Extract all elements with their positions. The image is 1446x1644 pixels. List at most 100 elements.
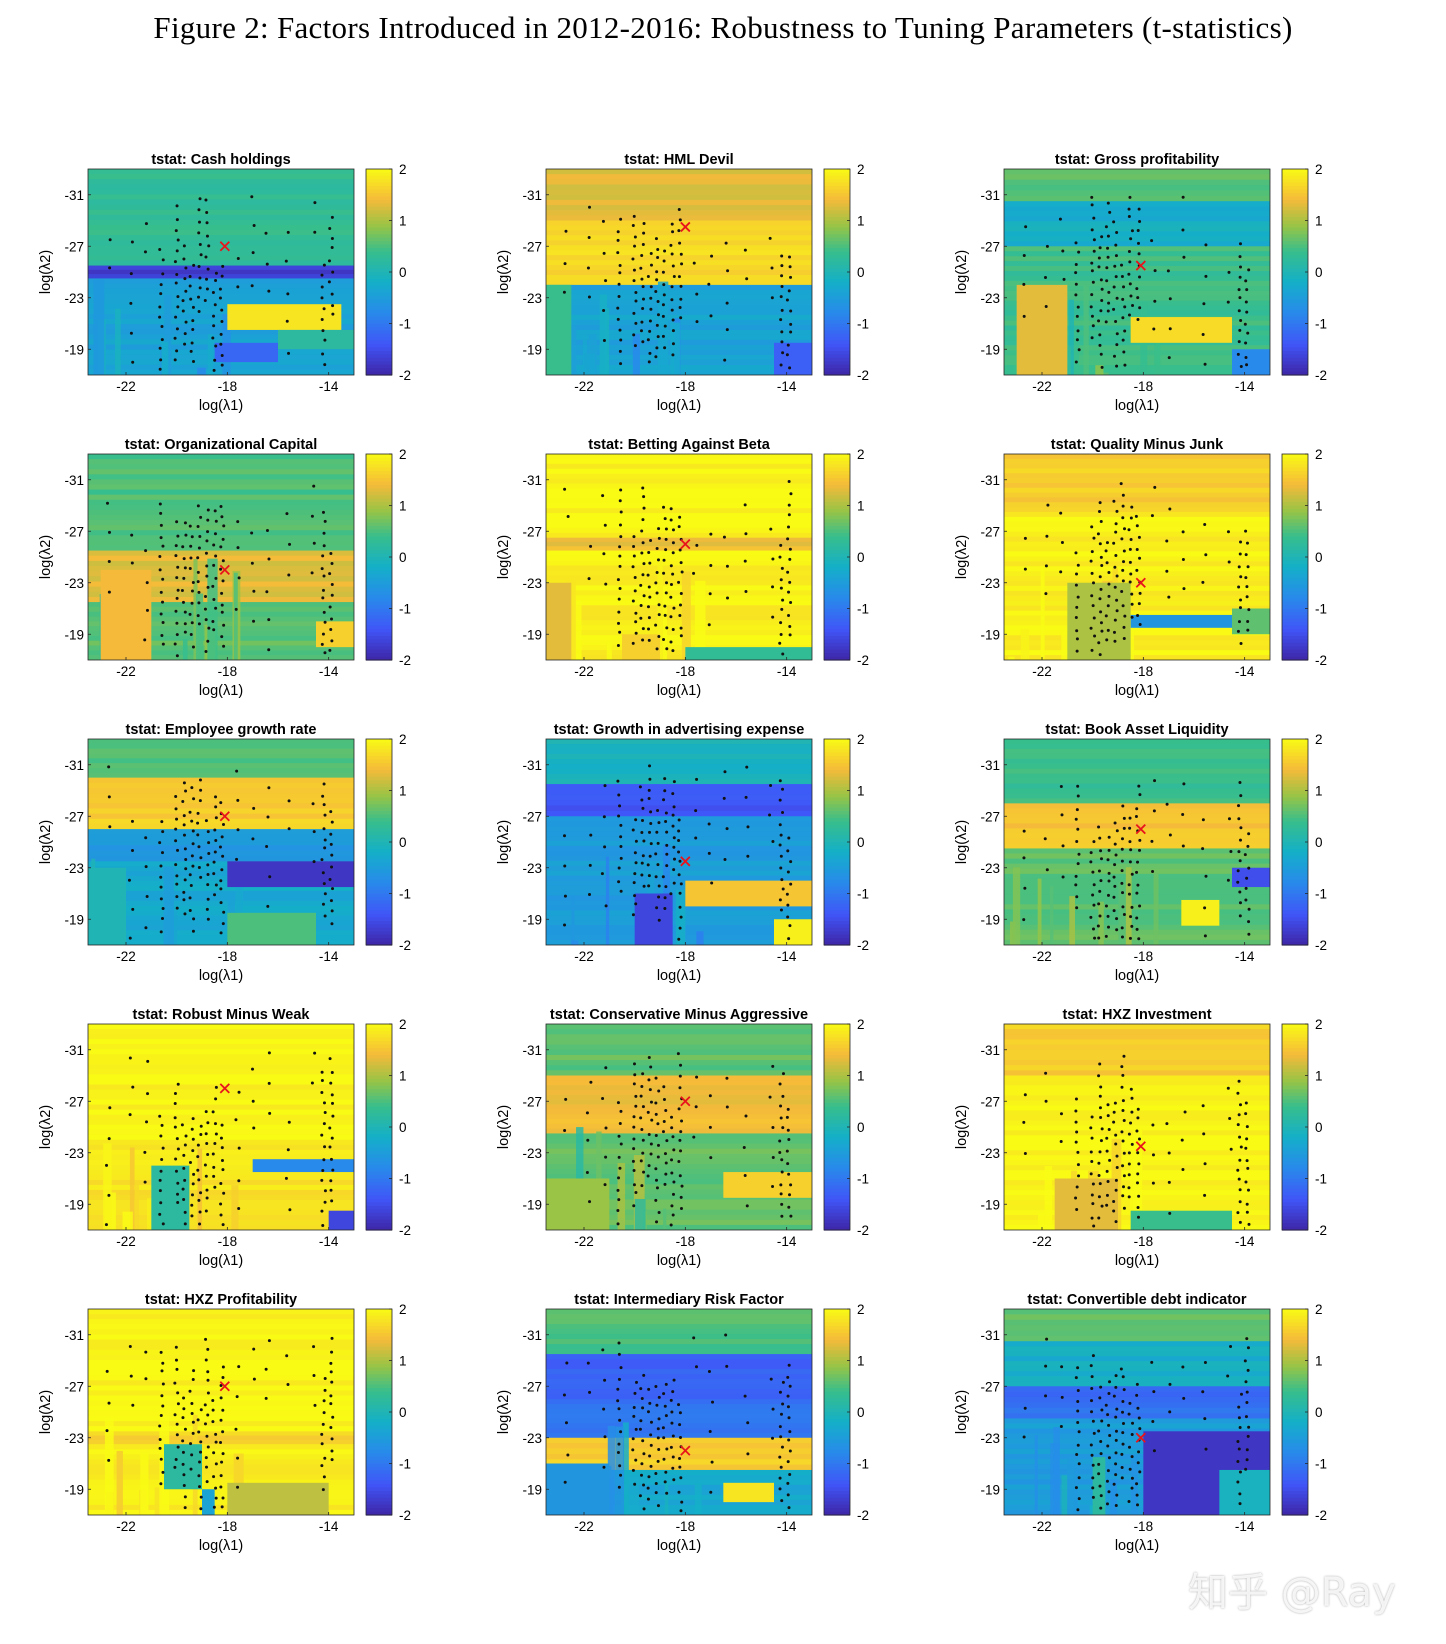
grid-point xyxy=(678,905,682,909)
grid-point xyxy=(234,607,238,611)
x-tick-label: -18 xyxy=(1134,1519,1154,1534)
grid-point xyxy=(184,857,188,861)
grid-point xyxy=(331,887,335,891)
grid-point xyxy=(1120,847,1124,851)
grid-point xyxy=(661,1130,665,1134)
grid-point xyxy=(1135,1393,1139,1397)
grid-point xyxy=(679,1509,683,1513)
heatmap-band xyxy=(546,1219,812,1226)
heatmap-band xyxy=(1004,1044,1270,1051)
grid-point xyxy=(212,1505,216,1509)
grid-point xyxy=(1137,535,1141,539)
grid-point xyxy=(1122,1151,1126,1155)
grid-point xyxy=(320,1464,324,1468)
grid-point xyxy=(646,1486,650,1490)
grid-point xyxy=(320,1091,324,1095)
grid-point xyxy=(603,523,607,527)
grid-point xyxy=(221,1223,225,1227)
grid-point xyxy=(1113,842,1117,846)
grid-point xyxy=(189,297,193,301)
heatmap-band xyxy=(1004,939,1270,945)
grid-point xyxy=(220,603,224,607)
grid-point xyxy=(709,1490,713,1494)
grid-point xyxy=(1076,1400,1080,1404)
grid-point xyxy=(656,841,660,845)
grid-point xyxy=(266,815,270,819)
grid-point xyxy=(214,816,218,820)
heatmap-band xyxy=(1004,1351,1270,1357)
grid-point xyxy=(1105,1193,1109,1197)
grid-point xyxy=(1122,549,1126,553)
grid-point xyxy=(323,1200,327,1204)
grid-point xyxy=(237,576,241,580)
grid-point xyxy=(211,619,215,623)
y-tick-label: -31 xyxy=(522,188,542,203)
grid-point xyxy=(1091,1202,1095,1206)
grid-point xyxy=(329,810,333,814)
grid-point xyxy=(329,899,333,903)
grid-point xyxy=(174,1458,178,1462)
heatmap-band xyxy=(88,184,354,190)
grid-point xyxy=(1089,626,1093,630)
grid-point xyxy=(1121,604,1125,608)
heatmap-band xyxy=(88,224,354,231)
grid-point xyxy=(678,515,682,519)
grid-point xyxy=(589,833,593,837)
grid-point xyxy=(1104,225,1108,229)
x-tick-label: -22 xyxy=(116,379,136,394)
grid-point xyxy=(159,358,163,362)
grid-point xyxy=(158,502,162,506)
grid-point xyxy=(320,858,324,862)
x-tick-label: -18 xyxy=(676,1519,696,1534)
grid-point xyxy=(1120,537,1124,541)
y-tick-label: -23 xyxy=(522,1146,542,1161)
grid-point xyxy=(1138,556,1142,560)
heatmap-streak xyxy=(1130,1140,1141,1230)
grid-point xyxy=(176,565,180,569)
grid-point xyxy=(160,1123,164,1127)
grid-point xyxy=(640,551,644,555)
grid-point xyxy=(1059,1425,1063,1429)
heatmap-band xyxy=(88,303,354,310)
grid-point xyxy=(130,561,134,565)
colorbar-tick-label: 2 xyxy=(399,162,407,177)
grid-point xyxy=(708,1430,712,1434)
grid-point xyxy=(1115,296,1119,300)
grid-point xyxy=(780,1170,784,1174)
heatmap-band xyxy=(88,915,354,921)
grid-point xyxy=(330,1350,334,1354)
heatmap-band xyxy=(1004,909,1270,916)
heatmap-band xyxy=(546,615,812,621)
grid-point xyxy=(1099,1116,1103,1120)
heatmap-band xyxy=(1004,487,1270,494)
grid-point xyxy=(222,1191,226,1195)
grid-point xyxy=(634,1190,638,1194)
grid-point xyxy=(1151,869,1155,873)
grid-point xyxy=(788,265,792,269)
grid-point xyxy=(329,1157,333,1161)
x-tick-label: -22 xyxy=(574,1519,594,1534)
grid-point xyxy=(159,864,163,868)
grid-point xyxy=(214,606,218,610)
grid-point xyxy=(649,1152,653,1156)
grid-point xyxy=(648,561,652,565)
grid-point xyxy=(723,857,727,861)
heatmap-streak xyxy=(104,1417,114,1515)
grid-point xyxy=(1091,324,1095,328)
grid-point xyxy=(182,557,186,561)
y-tick-label: -19 xyxy=(64,627,84,642)
x-axis-label: log(λ1) xyxy=(657,1538,701,1554)
grid-point xyxy=(789,1214,793,1218)
grid-point xyxy=(267,786,271,790)
x-tick-label: -22 xyxy=(574,949,594,964)
colorbar xyxy=(824,169,850,376)
grid-point xyxy=(182,833,186,837)
colorbar-tick-label: -1 xyxy=(857,887,869,902)
grid-point xyxy=(707,623,711,627)
grid-point xyxy=(1090,228,1094,232)
grid-point xyxy=(725,564,729,568)
heatmap-streak xyxy=(134,1180,140,1230)
heatmap-band xyxy=(88,1024,354,1030)
grid-point xyxy=(631,1448,635,1452)
grid-point xyxy=(655,270,659,274)
